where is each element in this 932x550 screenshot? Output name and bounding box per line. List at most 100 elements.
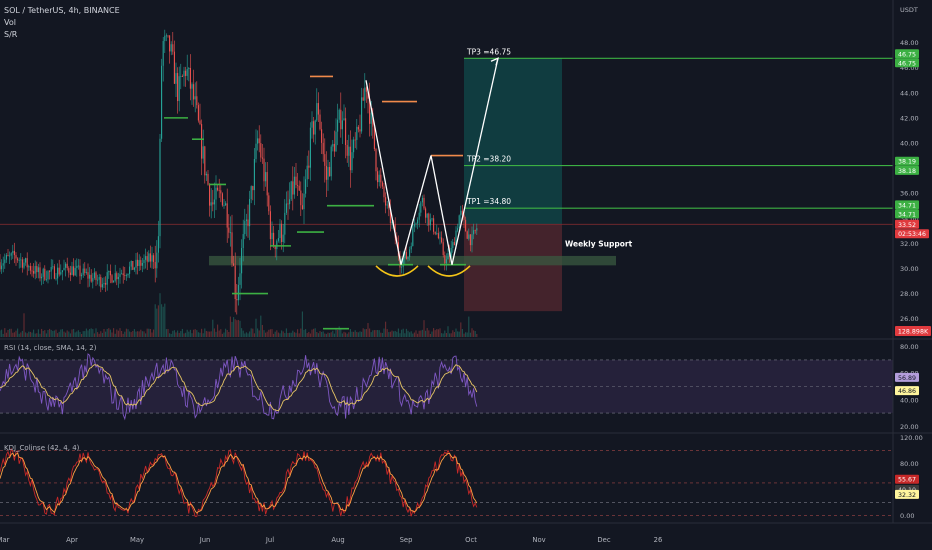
candle-body xyxy=(210,202,212,206)
candle-body xyxy=(55,278,57,280)
volume-bar xyxy=(354,330,356,337)
volume-bar xyxy=(335,328,337,337)
candle-body xyxy=(434,231,436,234)
candle-body xyxy=(61,270,63,273)
volume-bar xyxy=(457,331,459,337)
kdj-value-text: 32.32 xyxy=(898,492,916,499)
kdj-tick-label: 0.00 xyxy=(900,512,914,520)
candle-body xyxy=(82,268,84,275)
volume-bar xyxy=(364,329,366,337)
volume-bar xyxy=(60,329,62,337)
candle-body xyxy=(476,228,478,231)
volume-bar xyxy=(26,333,28,337)
candle-body xyxy=(157,236,159,253)
candle-body xyxy=(194,96,196,100)
volume-bar xyxy=(146,328,148,337)
volume-bar xyxy=(2,333,4,337)
price-level-badge-text: 38.19 xyxy=(898,159,916,166)
volume-bar xyxy=(1,329,3,337)
x-axis-month-label: Mar xyxy=(0,536,10,544)
volume-bar xyxy=(343,331,345,337)
candle-body xyxy=(52,266,54,268)
candle-body xyxy=(341,120,343,130)
candle-body xyxy=(466,231,468,239)
volume-bar xyxy=(207,331,209,337)
volume-badge-text: 128.898K xyxy=(898,329,929,336)
candle-body xyxy=(106,272,108,285)
volume-bar xyxy=(167,328,169,337)
candle-body xyxy=(4,259,6,264)
candle-body xyxy=(457,228,459,231)
volume-bar xyxy=(453,332,455,337)
price-level-badge xyxy=(895,219,919,229)
volume-bar xyxy=(199,332,201,337)
candle-body xyxy=(287,203,289,205)
candle-body xyxy=(413,224,415,227)
candle-body xyxy=(122,273,124,276)
x-axis-month-label: Oct xyxy=(465,536,477,544)
candle-body xyxy=(327,167,329,180)
sr-indicator-label[interactable]: S/R xyxy=(4,30,18,39)
candle-body xyxy=(401,266,403,268)
volume-bar xyxy=(217,324,219,337)
price-tick-label: 42.00 xyxy=(900,114,919,122)
volume-bar xyxy=(418,330,420,337)
candle-body xyxy=(205,173,207,176)
volume-bar xyxy=(209,331,211,337)
volume-bar xyxy=(373,330,375,337)
candle-body xyxy=(113,280,115,283)
candle-body xyxy=(223,205,225,206)
candle-body xyxy=(281,223,283,242)
candle-body xyxy=(50,267,52,272)
candle-body xyxy=(445,259,447,264)
candle-body xyxy=(148,253,150,262)
candle-body xyxy=(441,237,443,243)
rsi-tick-label: 20.00 xyxy=(900,423,919,431)
volume-bar xyxy=(124,331,126,337)
volume-bar xyxy=(93,333,95,337)
candle-body xyxy=(135,259,137,268)
volume-bar xyxy=(345,332,347,337)
candle-body xyxy=(41,276,43,279)
candle-body xyxy=(173,51,175,84)
candle-body xyxy=(369,98,371,124)
price-level-badge-text: 33.52 xyxy=(898,222,916,229)
candle-body xyxy=(125,275,127,277)
candle-body xyxy=(437,233,439,239)
vol-indicator-label[interactable]: Vol xyxy=(4,18,16,27)
candle-body xyxy=(300,190,302,206)
candle-body xyxy=(53,266,55,279)
candle-body xyxy=(140,260,142,266)
candle-body xyxy=(180,76,182,77)
candle-body xyxy=(274,245,276,250)
candle-body xyxy=(452,242,454,248)
candle-body xyxy=(364,87,366,101)
volume-bar xyxy=(295,332,297,337)
candle-body xyxy=(292,181,294,195)
volume-bar xyxy=(292,330,294,337)
volume-bar xyxy=(223,332,225,337)
volume-bar xyxy=(228,331,230,337)
pattern-projection-path xyxy=(365,58,499,265)
candle-body xyxy=(183,70,185,77)
volume-bar xyxy=(260,315,262,337)
candle-body xyxy=(63,267,65,271)
candle-body xyxy=(5,255,7,260)
volume-bar xyxy=(330,332,332,337)
candle-body xyxy=(332,143,334,147)
volume-bar xyxy=(293,332,295,337)
candle-body xyxy=(388,204,390,208)
candle-body xyxy=(10,253,12,256)
candle-body xyxy=(33,271,35,274)
kdj-k-line xyxy=(0,452,478,514)
volume-bar xyxy=(273,333,275,337)
candle-body xyxy=(335,131,337,152)
candle-body xyxy=(415,223,417,225)
price-tick-label: 40.00 xyxy=(900,139,919,147)
candle-body xyxy=(420,202,422,213)
stop-loss-zone xyxy=(464,224,562,312)
candle-body xyxy=(325,165,327,180)
volume-bar xyxy=(18,333,20,337)
tp1-label: TP1 =34.80 xyxy=(466,197,511,206)
